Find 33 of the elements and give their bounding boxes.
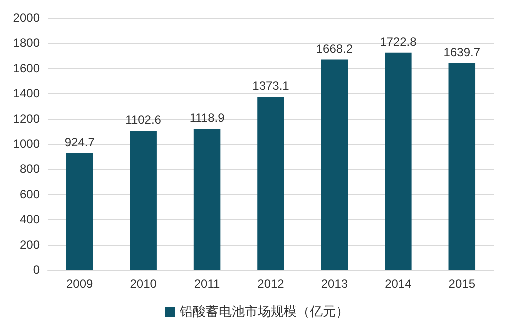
bar [130,131,157,270]
y-tick-label: 1800 [13,36,40,50]
y-tick-label: 800 [20,162,40,176]
legend-label: 铅酸蓄电池市场规模（亿元） [179,305,349,320]
y-tick-label: 0 [33,263,40,277]
y-tick-label: 200 [20,238,40,252]
y-tick-label: 1600 [13,61,40,76]
data-label: 924.7 [64,135,96,150]
x-tick-label: 2010 [130,277,158,291]
data-label: 1373.1 [252,78,290,93]
y-tick-label: 2000 [13,11,40,25]
y-tick-label: 400 [20,212,40,227]
bar [385,52,412,270]
y-tick-label: 600 [20,187,40,202]
y-tick-label: 1400 [13,86,40,101]
x-tick-label: 2015 [448,277,476,291]
data-label: 1668.2 [316,42,354,56]
x-tick-label: 2012 [258,277,285,291]
bar [448,63,476,270]
x-tick-label: 2013 [321,277,348,291]
bar [194,129,221,270]
data-label: 1722.8 [380,34,418,49]
data-label: 1118.9 [190,111,226,126]
y-tick-label: 1000 [13,137,40,151]
data-label: 1102.6 [126,113,162,128]
data-label: 1639.7 [444,45,481,60]
x-tick-label: 2014 [385,277,412,291]
x-tick-label: 2009 [66,277,94,291]
y-tick-label: 1200 [13,112,40,126]
bar [258,96,284,270]
bar [66,153,94,270]
bar [321,60,348,270]
x-tick-label: 2011 [194,277,221,291]
